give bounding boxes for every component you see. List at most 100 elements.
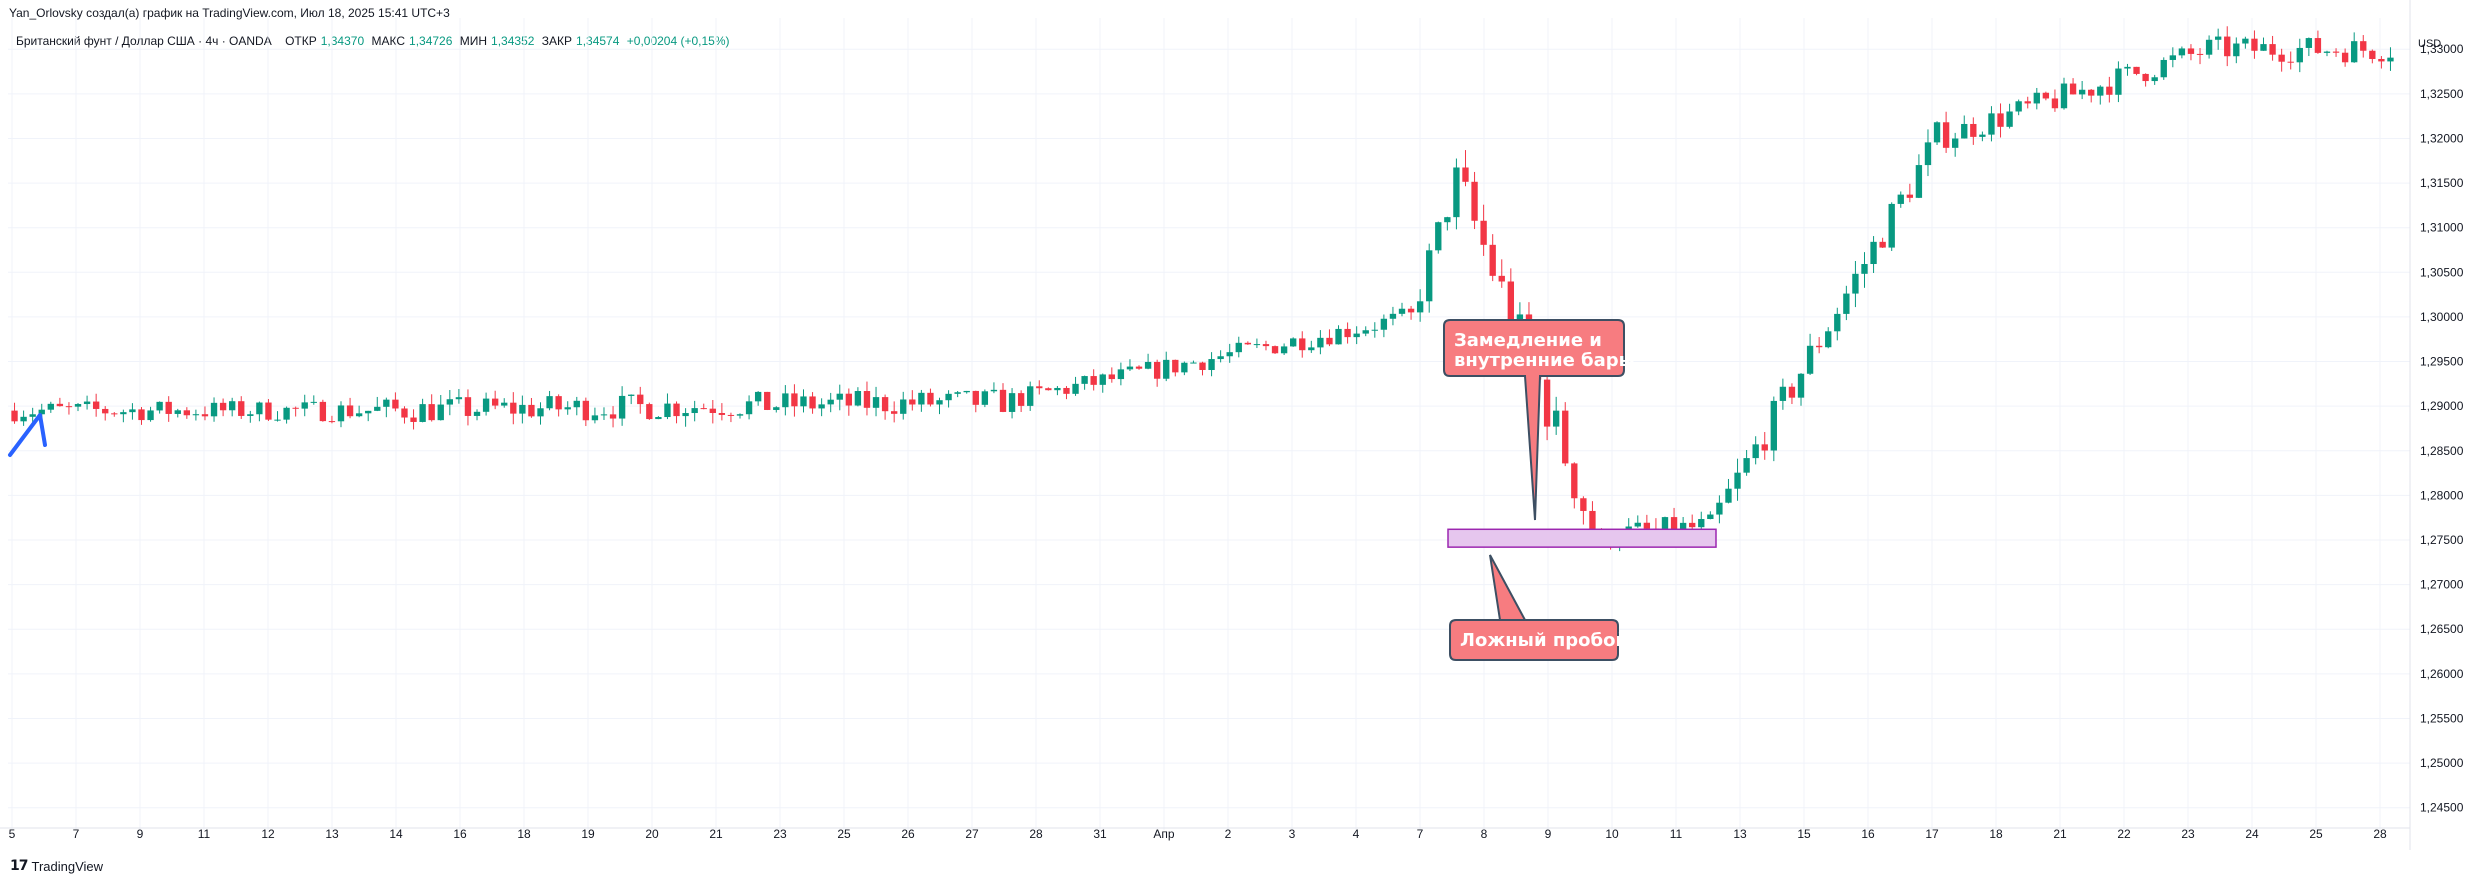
candle-body bbox=[2305, 38, 2313, 48]
candle-body bbox=[546, 396, 553, 409]
symbol-name[interactable]: Британский фунт / Доллар США · 4ч · OAND… bbox=[16, 34, 272, 48]
candle-body bbox=[1815, 345, 1823, 348]
candle-body bbox=[355, 413, 363, 417]
candle-body bbox=[319, 401, 327, 422]
candle-body bbox=[1942, 122, 1950, 148]
x-tick-label: 2 bbox=[1225, 827, 1232, 841]
candle-body bbox=[120, 412, 127, 415]
candle-body bbox=[1036, 386, 1043, 389]
candle-body bbox=[591, 415, 599, 421]
candle-body bbox=[1906, 194, 1914, 198]
candle-body bbox=[1879, 241, 1886, 248]
candle-body bbox=[691, 408, 698, 414]
candle-body bbox=[800, 396, 807, 407]
candle-body bbox=[1344, 328, 1351, 338]
candle-body bbox=[219, 402, 227, 411]
candle-body bbox=[2151, 77, 2158, 82]
chart-attribution: Yan_Orlovsky создал(а) график на Trading… bbox=[9, 6, 450, 20]
candle-body bbox=[38, 409, 45, 415]
y-tick-label: 1,30000 bbox=[2420, 310, 2464, 324]
candle-body bbox=[573, 400, 580, 408]
candle-body bbox=[229, 401, 236, 411]
candle-body bbox=[2024, 101, 2031, 104]
candle-body bbox=[628, 394, 635, 396]
candle-body bbox=[1235, 342, 1242, 353]
candle-body bbox=[1407, 308, 1415, 313]
candle-body bbox=[818, 404, 825, 409]
x-tick-label: 23 bbox=[773, 827, 787, 841]
x-tick-label: 3 bbox=[1289, 827, 1296, 841]
candle-body bbox=[1852, 273, 1859, 294]
candle-body bbox=[510, 402, 517, 414]
candle-body bbox=[2224, 36, 2231, 57]
candle-body bbox=[1797, 373, 1805, 398]
candle-body bbox=[111, 413, 118, 415]
candle-body bbox=[1317, 337, 1324, 348]
arrow-icon bbox=[8, 413, 47, 457]
x-tick-label: 12 bbox=[261, 827, 275, 841]
y-tick-label: 1,25500 bbox=[2420, 711, 2464, 725]
candle-body bbox=[419, 404, 426, 422]
candle-body bbox=[1444, 217, 1451, 223]
candle-body bbox=[2078, 89, 2086, 95]
candle-body bbox=[764, 391, 771, 410]
candle-body bbox=[1779, 386, 1787, 401]
x-tick-label: Апр bbox=[1153, 827, 1175, 841]
candle-body bbox=[29, 414, 36, 417]
low-label: МИН bbox=[459, 34, 488, 48]
candle-body bbox=[92, 401, 100, 409]
candle-body bbox=[1915, 165, 1923, 198]
candle-body bbox=[1308, 347, 1315, 351]
candle-body bbox=[773, 407, 780, 410]
candle-body bbox=[1326, 337, 1333, 345]
candle-body bbox=[138, 409, 145, 421]
candle-body bbox=[2314, 38, 2322, 53]
candle-body bbox=[1861, 264, 1868, 274]
candle-body bbox=[1670, 517, 1678, 535]
candle-body bbox=[401, 408, 408, 418]
candle-body bbox=[1961, 123, 1968, 139]
candle-body bbox=[437, 404, 444, 421]
currency-label[interactable]: USD bbox=[2418, 38, 2442, 50]
x-tick-label: 9 bbox=[137, 827, 144, 841]
y-tick-label: 1,29000 bbox=[2420, 399, 2464, 413]
candle-body bbox=[709, 408, 716, 413]
candle-body bbox=[1970, 123, 1977, 137]
candle-body bbox=[1380, 318, 1388, 330]
tradingview-brand[interactable]: 17 TradingView bbox=[10, 858, 103, 874]
candle-body bbox=[65, 406, 73, 408]
candle-body bbox=[2106, 86, 2113, 95]
candle-body bbox=[954, 392, 961, 394]
candle-body bbox=[1825, 331, 1832, 348]
candle-body bbox=[1806, 345, 1814, 374]
candle-body bbox=[1208, 359, 1215, 371]
candle-body bbox=[909, 399, 916, 405]
candle-body bbox=[1172, 359, 1179, 373]
candle-body bbox=[292, 407, 299, 409]
candle-body bbox=[718, 412, 726, 415]
candle-body bbox=[1752, 444, 1759, 459]
candle-body bbox=[310, 401, 317, 403]
x-tick-label: 19 bbox=[581, 827, 595, 841]
false-breakout-callout bbox=[1449, 619, 1619, 661]
candle-body bbox=[827, 399, 834, 405]
x-tick-label: 27 bbox=[965, 827, 979, 841]
candle-body bbox=[918, 392, 925, 405]
candle-body bbox=[600, 414, 608, 416]
candle-body bbox=[854, 391, 862, 406]
candle-body bbox=[1262, 344, 1270, 347]
x-tick-label: 7 bbox=[1417, 827, 1424, 841]
candle-body bbox=[2332, 51, 2340, 53]
candle-body bbox=[1897, 194, 1904, 204]
candle-body bbox=[192, 414, 200, 416]
y-tick-label: 1,32500 bbox=[2420, 87, 2464, 101]
candle-body bbox=[446, 399, 453, 405]
candle-body bbox=[1108, 374, 1115, 380]
candle-body bbox=[1988, 113, 1995, 135]
candle-body bbox=[1290, 338, 1297, 347]
candle-body bbox=[2278, 54, 2285, 62]
candle-body bbox=[1489, 244, 1496, 276]
candle-body bbox=[56, 403, 64, 407]
candle-body bbox=[1743, 458, 1750, 473]
